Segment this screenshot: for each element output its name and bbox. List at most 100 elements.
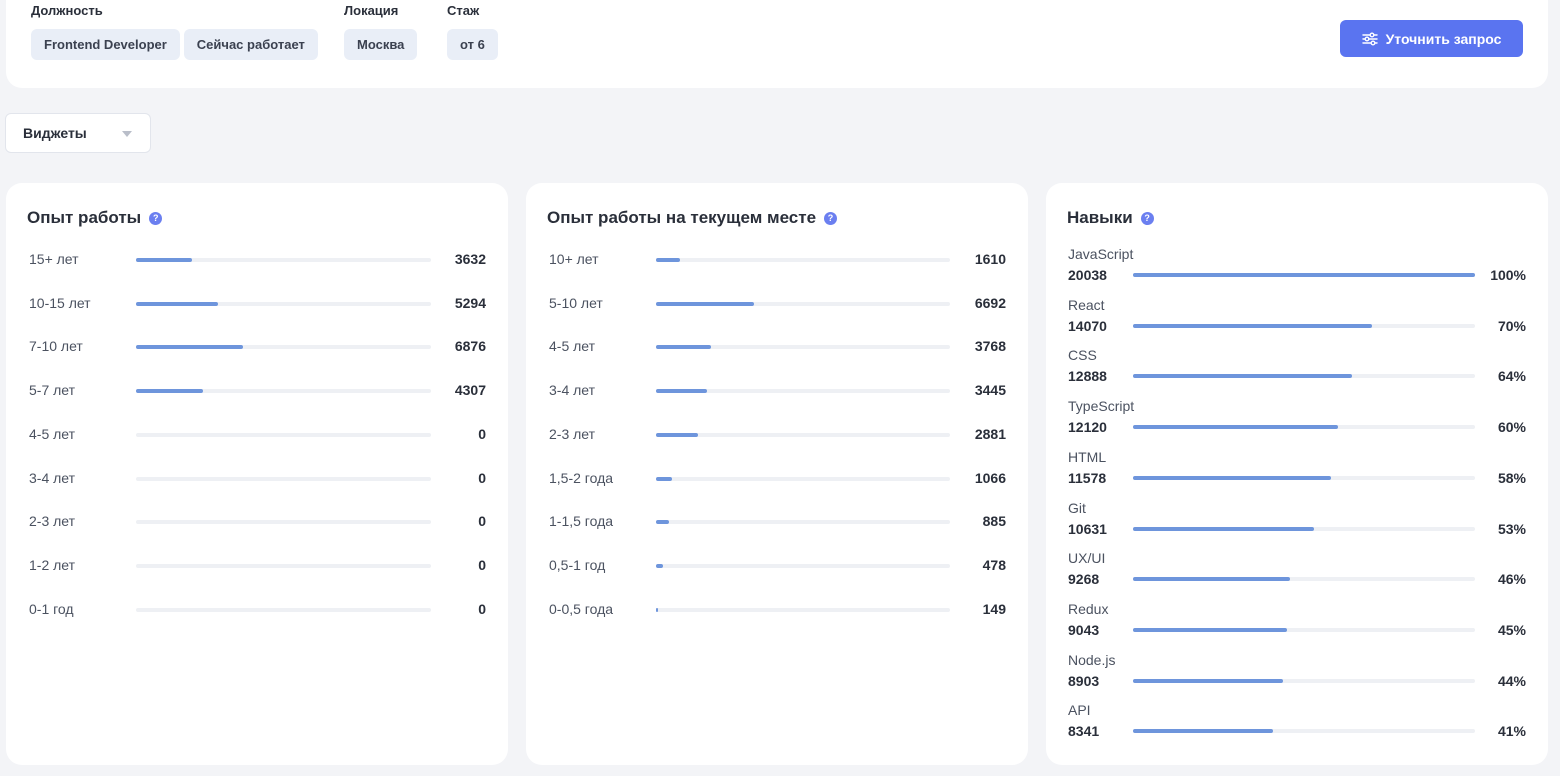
skills-card: Навыки ? JavaScript 20038 100% React 14070 70… (1046, 183, 1548, 765)
progress-fill (136, 389, 203, 394)
filter-panel: Должность Frontend Developer Сейчас рабо… (6, 0, 1548, 88)
progress-track (1133, 273, 1475, 277)
row-label: 4-5 лет (29, 425, 76, 442)
row-value: 0 (478, 600, 486, 617)
chip-status[interactable]: Сейчас работает (183, 29, 318, 60)
progress-fill (656, 258, 680, 262)
skills-card-title: Навыки (1067, 208, 1133, 227)
skill-item: Redux 9043 45% (1046, 600, 1548, 646)
skill-count: 8341 (1068, 723, 1100, 740)
skill-item: JavaScript 20038 100% (1046, 245, 1548, 291)
refine-query-button[interactable]: Уточнить запрос (1340, 20, 1523, 57)
row-label: 2-3 лет (29, 513, 76, 530)
chip-location[interactable]: Москва (344, 29, 418, 60)
progress-track (136, 520, 431, 525)
progress-track (1133, 425, 1475, 430)
progress-track (136, 258, 431, 262)
skill-name: Redux (1068, 600, 1109, 617)
row-value: 0 (478, 469, 486, 486)
progress-fill (656, 520, 669, 525)
list-item: 4-5 лет 0 (6, 424, 508, 444)
progress-track (656, 432, 950, 437)
list-item: 2-3 лет 0 (6, 511, 508, 531)
progress-track (1133, 323, 1475, 328)
skill-name: React (1068, 296, 1105, 313)
list-item: 5-7 лет 4307 (6, 380, 508, 400)
progress-track (136, 301, 431, 306)
skill-item: TypeScript 12120 60% (1046, 397, 1548, 443)
filter-experience: Стаж от 6 (447, 4, 498, 60)
skill-name: UX/UI (1068, 550, 1106, 567)
skill-percent: 53% (1497, 520, 1526, 537)
progress-fill (656, 607, 659, 612)
list-item: 3-4 лет 3445 (526, 380, 1028, 400)
list-item: 0,5-1 год 478 (526, 555, 1028, 575)
skill-name: HTML (1068, 448, 1107, 465)
row-label: 15+ лет (29, 251, 79, 267)
skill-item: React 14070 70% (1046, 296, 1548, 342)
progress-fill (136, 345, 243, 350)
skill-count: 10631 (1068, 520, 1107, 537)
list-item: 15+ лет 3632 (6, 249, 508, 269)
row-value: 5294 (454, 294, 486, 311)
skill-count: 9268 (1068, 571, 1100, 588)
progress-track (656, 563, 950, 568)
experience-card: Опыт работы ? 15+ лет 3632 10-15 лет 5294 7-… (6, 183, 508, 765)
list-item: 10+ лет 1610 (526, 249, 1028, 269)
skill-count: 11578 (1068, 469, 1107, 486)
help-icon[interactable]: ? (1140, 211, 1154, 225)
filter-location: Локация Москва (344, 3, 418, 60)
row-value: 3632 (454, 251, 486, 267)
list-item: 2-3 лет 2881 (526, 424, 1028, 444)
row-value: 1066 (974, 469, 1006, 486)
help-icon[interactable]: ? (149, 211, 163, 225)
skill-name: CSS (1068, 347, 1097, 364)
skill-percent: 64% (1497, 368, 1526, 385)
filter-location-label: Локация (344, 3, 399, 18)
filter-position-label: Должность (31, 3, 103, 18)
row-value: 0 (478, 425, 486, 442)
progress-track (136, 389, 431, 394)
skill-percent: 41% (1497, 723, 1526, 740)
progress-fill (1133, 678, 1284, 683)
chevron-down-icon (122, 131, 132, 137)
skill-name: Git (1068, 499, 1086, 516)
skills-card-header: Навыки ? (1067, 208, 1154, 228)
progress-track (136, 476, 431, 481)
row-label: 10+ лет (549, 251, 599, 267)
progress-fill (1133, 273, 1475, 277)
experience-card-header: Опыт работы ? (27, 208, 163, 228)
progress-fill (1133, 577, 1291, 582)
progress-fill (656, 432, 699, 437)
row-value: 0 (478, 556, 486, 573)
skill-name: Node.js (1068, 651, 1116, 668)
widgets-dropdown[interactable]: Виджеты (5, 113, 151, 153)
row-value: 6692 (974, 294, 1006, 311)
list-item: 4-5 лет 3768 (526, 336, 1028, 356)
row-label: 5-7 лет (29, 382, 76, 399)
row-value: 4307 (454, 382, 486, 399)
progress-track (656, 520, 950, 525)
progress-fill (1133, 729, 1274, 734)
experience-card-title: Опыт работы (27, 208, 142, 227)
help-icon[interactable]: ? (824, 211, 838, 225)
progress-track (1133, 627, 1475, 632)
progress-track (136, 563, 431, 568)
chip-experience[interactable]: от 6 (447, 29, 498, 60)
progress-track (656, 301, 950, 306)
progress-fill (136, 301, 219, 306)
progress-fill (1133, 374, 1352, 379)
list-item: 0-0,5 года 149 (526, 599, 1028, 619)
progress-track (1133, 526, 1475, 531)
skill-item: CSS 12888 64% (1046, 346, 1548, 392)
progress-track (656, 258, 950, 262)
skill-count: 14070 (1068, 317, 1107, 334)
chip-position[interactable]: Frontend Developer (31, 29, 180, 60)
skill-percent: 44% (1497, 672, 1526, 689)
skill-percent: 45% (1497, 621, 1526, 638)
row-label: 0,5-1 год (549, 556, 606, 573)
sliders-icon (1361, 32, 1378, 46)
skill-count: 12888 (1068, 368, 1107, 385)
skill-count: 9043 (1068, 621, 1100, 638)
progress-track (656, 345, 950, 350)
